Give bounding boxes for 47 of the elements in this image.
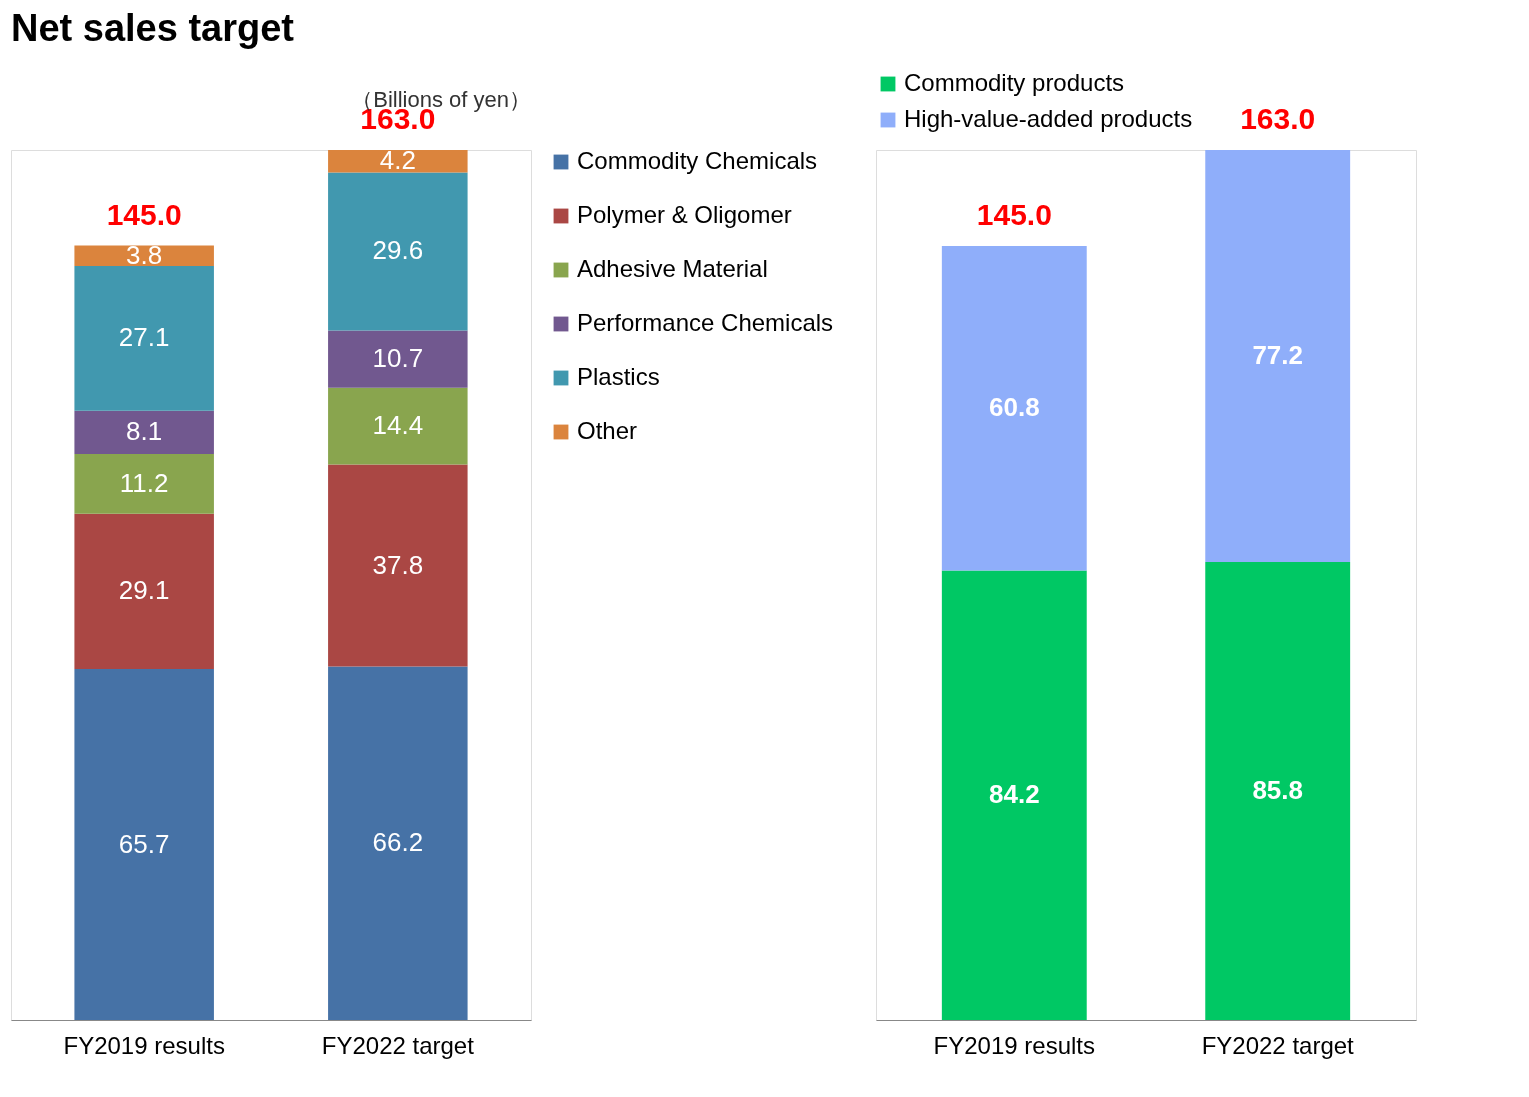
x-tick-label: FY2019 results [63, 1031, 225, 1059]
data-label: 10.7 [372, 343, 424, 374]
bar [941, 570, 1087, 1020]
data-label: 66.2 [372, 827, 424, 858]
legend-label: High-value-added products [904, 105, 1193, 132]
legend-label: Plastics [577, 363, 660, 390]
data-label: 77.2 [1252, 340, 1304, 371]
bar [941, 246, 1087, 571]
x-tick-label: FY2022 target [321, 1031, 475, 1059]
data-label: 84.2 [988, 779, 1040, 810]
total-label: 145.0 [976, 198, 1052, 232]
bar [74, 410, 214, 454]
data-label: 27.1 [118, 322, 170, 353]
bar [328, 172, 468, 331]
data-label: 8.1 [126, 416, 163, 447]
legend-label: Commodity Chemicals [577, 147, 818, 174]
legend-label: Performance Chemicals [577, 309, 834, 336]
bar [1205, 562, 1351, 1020]
data-label: 85.8 [1252, 775, 1304, 806]
x-tick-label: FY2022 target [1201, 1031, 1355, 1059]
data-label: 4.2 [379, 145, 416, 176]
x-tick-label: FY2019 results [933, 1031, 1095, 1059]
bar [328, 150, 468, 173]
bar [328, 666, 468, 1020]
bar [74, 513, 214, 670]
data-label: 60.8 [988, 392, 1040, 423]
data-label: 3.8 [126, 239, 163, 270]
data-label: 37.8 [372, 549, 424, 580]
data-label: 29.6 [372, 235, 424, 266]
chart-title: Net sales target [11, 7, 295, 49]
bar [74, 669, 214, 1020]
legend-label: Polymer & Oligomer [577, 201, 792, 228]
bar [74, 265, 214, 411]
total-label: 163.0 [1240, 102, 1316, 135]
bar [74, 453, 214, 514]
legend-label: Other [577, 417, 638, 444]
bar [328, 464, 468, 667]
data-label: 11.2 [119, 467, 169, 498]
legend-label: Commodity products [904, 69, 1125, 96]
bar [1205, 150, 1351, 563]
total-label: 145.0 [106, 197, 182, 231]
data-label: 65.7 [118, 828, 170, 859]
data-label: 14.4 [372, 410, 424, 441]
legend-label: Adhesive Material [577, 255, 768, 282]
bar [328, 387, 468, 465]
data-label: 29.1 [118, 575, 170, 606]
bar [328, 330, 468, 388]
